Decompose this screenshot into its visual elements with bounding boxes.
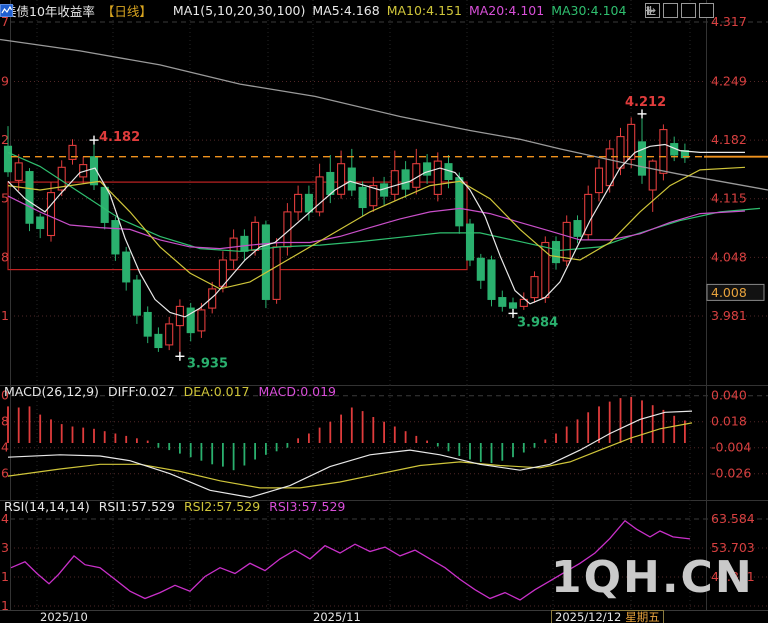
- last-price-tag: 4.008: [706, 283, 765, 301]
- svg-text:9: 9: [1, 74, 9, 89]
- svg-text:1: 1: [1, 569, 9, 584]
- instrument-title: 美债10年收益率: [4, 3, 95, 19]
- rsi3-value: RSI3:57.529: [269, 499, 346, 514]
- svg-text:0.018: 0.018: [711, 414, 747, 429]
- rsi1-value: RSI1:57.529: [98, 499, 175, 514]
- extreme-marker-3.984: 3.984: [508, 308, 558, 330]
- axis-play-icon[interactable]: [646, 3, 696, 18]
- svg-text:3.984: 3.984: [517, 315, 558, 330]
- collapse-right-icon[interactable]: [647, 3, 714, 18]
- svg-text:4.182: 4.182: [711, 132, 747, 147]
- rsi-canvas[interactable]: 63.584 53.703 43.821 4 3 1 1: [0, 500, 768, 610]
- svg-text:0: 0: [1, 388, 9, 403]
- time-axis[interactable]: 2025/10 2025/11 2025/12/12 星期五: [0, 610, 768, 623]
- main-header: 美债10年收益率 【日线】 MA1(5,10,20,30,100) MA5:4.…: [0, 0, 768, 20]
- axis-labels: 4.317 4.249 4.182 4.115 4.048 3.981 7 9 2 5 8 1: [1, 14, 747, 323]
- axis-scale-icon[interactable]: [646, 3, 678, 18]
- svg-text:8: 8: [1, 249, 9, 264]
- gridlines: [10, 385, 768, 500]
- macd-value: MACD:0.019: [258, 384, 336, 399]
- extreme-marker-3.935: 3.935: [175, 351, 228, 371]
- svg-text:7: 7: [1, 14, 9, 29]
- ma20-value: MA20:4.101: [468, 2, 545, 18]
- svg-text:5: 5: [1, 191, 9, 206]
- diff-value: DIFF:0.027: [107, 384, 175, 399]
- extreme-marker-4.212: 4.212: [625, 95, 666, 119]
- current-date-label: 2025/12/12 星期五: [551, 610, 664, 623]
- svg-text:4.008: 4.008: [711, 285, 747, 300]
- ma-settings-label: MA1(5,10,20,30,100): [172, 2, 306, 18]
- ma30-value: MA30:4.104: [551, 2, 627, 18]
- svg-text:63.584: 63.584: [711, 511, 755, 526]
- svg-text:4.115: 4.115: [711, 191, 747, 206]
- macd-canvas[interactable]: 0.040 0.018 -0.004 -0.026 0 8 4 6: [0, 385, 768, 500]
- svg-text:53.703: 53.703: [711, 540, 755, 555]
- time-label: 2025/11: [313, 610, 361, 623]
- ma5-value: MA5:4.168: [312, 2, 380, 18]
- time-label: 2025/10: [40, 610, 88, 623]
- svg-text:4.249: 4.249: [711, 74, 747, 89]
- axis-labels: 0.040 0.018 -0.004 -0.026 0 8 4 6: [1, 388, 751, 481]
- rsi-name-label[interactable]: RSI(14,14,14): [4, 499, 90, 514]
- gridlines: [10, 500, 768, 610]
- svg-text:4: 4: [1, 440, 9, 455]
- svg-text:1: 1: [1, 308, 9, 323]
- axis-labels: 63.584 53.703 43.821 4 3 1 1: [1, 511, 755, 610]
- svg-text:-0.026: -0.026: [711, 466, 751, 481]
- rsi2-value: RSI2:57.529: [183, 499, 261, 514]
- period-label[interactable]: 【日线】: [101, 3, 152, 19]
- svg-text:0.040: 0.040: [711, 388, 747, 403]
- rsi-header: RSI(14,14,14) RSI1:57.529 RSI2:57.529 RS…: [4, 499, 345, 514]
- svg-text:1: 1: [1, 598, 9, 610]
- main-chart-canvas[interactable]: 4.182 3.935 4.212 3.984 4.317 4.249 4.182 4.115…: [0, 0, 768, 385]
- svg-text:4.212: 4.212: [625, 95, 666, 110]
- watermark: 1QH.CN: [551, 552, 754, 603]
- ma10-value: MA10:4.151: [386, 2, 462, 18]
- svg-text:4.048: 4.048: [711, 249, 747, 264]
- dea-value: DEA:0.017: [183, 384, 250, 399]
- chart-toolbar: [645, 3, 714, 18]
- svg-text:6: 6: [1, 466, 9, 481]
- svg-text:4: 4: [1, 511, 9, 526]
- svg-text:3.935: 3.935: [187, 356, 228, 371]
- svg-text:2: 2: [1, 132, 9, 147]
- macd-header: MACD(26,12,9) DIFF:0.027 DEA:0.017 MACD:…: [4, 384, 336, 399]
- svg-text:3.981: 3.981: [711, 308, 747, 323]
- extreme-marker-4.182: 4.182: [89, 130, 140, 145]
- gridlines: [10, 0, 768, 385]
- svg-text:4.182: 4.182: [99, 130, 140, 145]
- svg-text:3: 3: [1, 540, 9, 555]
- macd-histogram: [7, 396, 686, 471]
- svg-text:4.317: 4.317: [711, 14, 747, 29]
- svg-text:8: 8: [1, 414, 9, 429]
- macd-name-label[interactable]: MACD(26,12,9): [4, 384, 99, 399]
- svg-text:43.821: 43.821: [711, 569, 755, 584]
- candlesticks: [3, 113, 689, 357]
- svg-text:-0.004: -0.004: [711, 440, 751, 455]
